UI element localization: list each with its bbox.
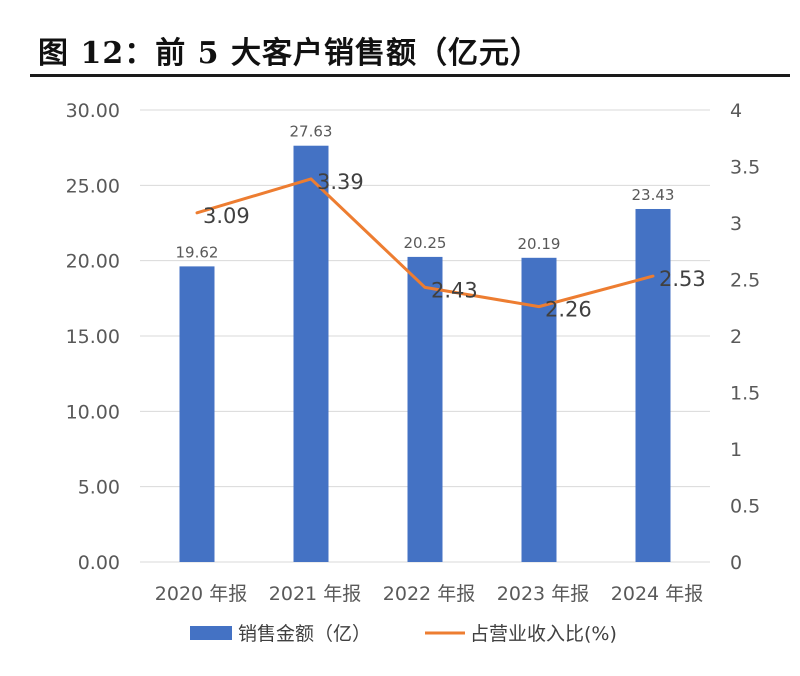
left-tick-label: 25.00 — [66, 175, 120, 197]
left-axis-ticks: 0.00 5.00 10.00 15.00 20.00 25.00 30.00 — [66, 100, 120, 574]
bar — [635, 208, 671, 562]
right-tick-label: 3.5 — [730, 157, 760, 179]
x-tick-label: 2022 年报 — [383, 583, 475, 605]
x-tick-label: 2024 年报 — [611, 583, 703, 605]
line-value-label: 2.26 — [545, 298, 592, 322]
right-tick-label: 4 — [730, 100, 742, 122]
legend: 销售金额（亿） 占营业收入比(%) — [190, 623, 617, 645]
x-tick-label: 2021 年报 — [269, 583, 361, 605]
x-tick-label: 2020 年报 — [155, 583, 247, 605]
left-tick-label: 20.00 — [66, 251, 120, 273]
right-axis-ticks: 0 0.5 1 1.5 2 2.5 3 3.5 4 — [730, 100, 760, 574]
right-tick-label: 2 — [730, 326, 742, 348]
right-tick-label: 2.5 — [730, 270, 760, 292]
legend-line-label: 占营业收入比(%) — [470, 623, 617, 645]
bar-value-label: 19.62 — [176, 243, 219, 261]
line-value-label: 2.43 — [431, 278, 478, 302]
line-series — [195, 177, 655, 309]
line-value-label: 2.53 — [659, 267, 706, 291]
bar-data-labels: 19.62 27.63 20.25 20.19 23.43 — [176, 123, 675, 262]
bar — [179, 266, 215, 562]
bar-value-label: 27.63 — [290, 123, 333, 141]
bar-value-label: 23.43 — [632, 186, 675, 204]
line-value-label: 3.09 — [203, 204, 250, 228]
title-bar: 图 12：前 5 大客户销售额（亿元） — [30, 18, 790, 77]
bar — [521, 257, 557, 562]
left-tick-label: 5.00 — [78, 477, 120, 499]
line-path — [195, 177, 655, 309]
gridlines — [140, 109, 710, 563]
legend-bar-label: 销售金额（亿） — [238, 623, 371, 645]
left-tick-label: 0.00 — [78, 552, 120, 574]
left-tick-label: 10.00 — [66, 401, 120, 423]
chart-title: 图 12：前 5 大客户销售额（亿元） — [38, 36, 541, 71]
x-axis-ticks: 2020 年报 2021 年报 2022 年报 2023 年报 2024 年报 — [155, 583, 703, 605]
line-data-labels: 3.09 3.39 2.43 2.26 2.53 — [203, 170, 706, 322]
right-tick-label: 0 — [730, 552, 742, 574]
right-tick-label: 1 — [730, 439, 742, 461]
left-tick-label: 15.00 — [66, 326, 120, 348]
right-tick-label: 1.5 — [730, 383, 760, 405]
bar-value-label: 20.25 — [404, 234, 447, 252]
bar-value-label: 20.19 — [518, 235, 561, 253]
bar-series — [179, 145, 671, 562]
right-tick-label: 0.5 — [730, 496, 760, 518]
line-value-label: 3.39 — [317, 170, 364, 194]
bar — [407, 256, 443, 562]
left-tick-label: 30.00 — [66, 100, 120, 122]
x-tick-label: 2023 年报 — [497, 583, 589, 605]
right-tick-label: 3 — [730, 213, 742, 235]
bar — [293, 145, 329, 562]
legend-bar-swatch — [190, 626, 232, 640]
